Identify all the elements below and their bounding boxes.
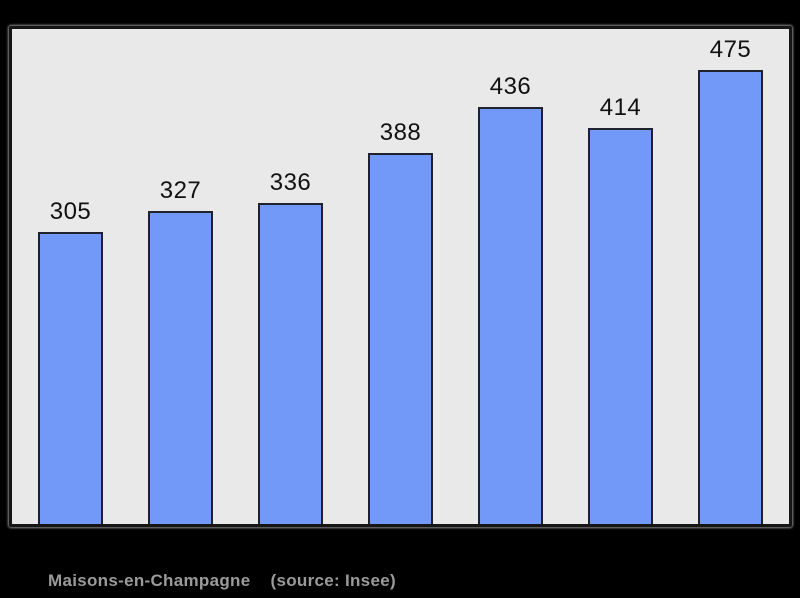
- plot-area: 305 327 336 388 436 414 475: [9, 26, 792, 527]
- bar-column: 475: [698, 37, 763, 524]
- caption-source: (source: Insee): [270, 571, 396, 590]
- caption-commune: Maisons-en-Champagne: [48, 571, 251, 590]
- bar-value-label: 414: [599, 94, 642, 121]
- bar: [698, 70, 763, 524]
- bar-value-label: 475: [709, 36, 752, 63]
- chart-caption: Maisons-en-Champagne (source: Insee): [48, 569, 396, 593]
- bar: [38, 232, 103, 524]
- bar-column: 388: [368, 120, 433, 524]
- bar: [368, 153, 433, 524]
- bar-value-label: 327: [159, 177, 202, 204]
- bar-column: 336: [258, 170, 323, 524]
- bar-column: 414: [588, 95, 653, 524]
- bar: [478, 107, 543, 524]
- bar: [588, 128, 653, 524]
- bar-column: 305: [38, 199, 103, 524]
- bar-value-label: 436: [489, 73, 532, 100]
- bar-value-label: 336: [269, 169, 312, 196]
- bar: [148, 211, 213, 524]
- bar-column: 436: [478, 74, 543, 524]
- bars-container: 305 327 336 388 436 414 475: [12, 29, 789, 524]
- bar: [258, 203, 323, 524]
- bar-column: 327: [148, 178, 213, 524]
- bar-value-label: 388: [379, 119, 422, 146]
- bar-value-label: 305: [49, 198, 92, 225]
